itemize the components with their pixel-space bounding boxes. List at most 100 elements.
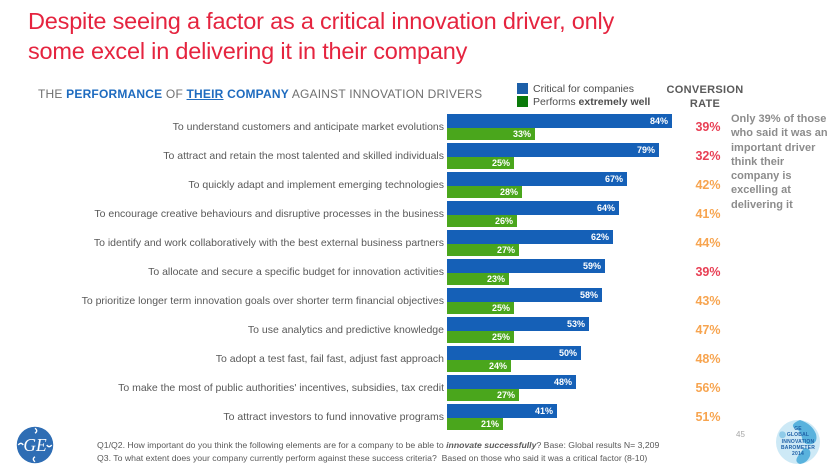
- chart-legend: Critical for companies Performs extremel…: [517, 82, 650, 108]
- bar-group: 79% 25%: [444, 142, 682, 169]
- legend-swatch-performs-icon: [517, 96, 528, 107]
- conversion-rate-value: 51%: [695, 409, 721, 424]
- bar-group: 48% 27%: [444, 374, 682, 401]
- performs-bar: 27%: [447, 388, 519, 401]
- chart-row: To prioritize longer term innovation goa…: [0, 286, 840, 315]
- chart-row: To adopt a test fast, fail fast, adjust …: [0, 344, 840, 373]
- barometer-logo: GE GLOBAL INNOVATION BAROMETER 2014: [774, 418, 822, 466]
- footnote-line1-italic: innovate successfully: [446, 440, 537, 450]
- performs-bar: 25%: [447, 301, 514, 314]
- barometer-text: GE GLOBAL INNOVATION BAROMETER 2014: [774, 426, 822, 457]
- bar-value-label: 41%: [534, 405, 553, 416]
- footnote-line1: Q1/Q2. How important do you think the fo…: [97, 439, 659, 452]
- performs-bar: 21%: [447, 417, 503, 430]
- bar-value-label: 48%: [553, 376, 572, 387]
- performs-bar: 25%: [447, 330, 514, 343]
- critical-bar: 79%: [447, 142, 659, 157]
- performs-bar: 27%: [447, 243, 519, 256]
- bar-value-label: 27%: [496, 244, 515, 255]
- category-label: To use analytics and predictive knowledg…: [247, 323, 444, 336]
- category-label: To attract investors to fund innovative …: [223, 410, 444, 423]
- conversion-rate-value: 48%: [695, 351, 721, 366]
- chart-row: To encourage creative behaviours and dis…: [0, 199, 840, 228]
- barometer-line: 2014: [792, 451, 804, 457]
- performs-bar: 33%: [447, 127, 535, 140]
- chart-subtitle: THE PERFORMANCE OF THEIR COMPANY AGAINST…: [38, 87, 482, 101]
- legend-item-performs: Performs extremely well: [517, 95, 650, 108]
- subtitle-their: THEIR: [186, 87, 224, 101]
- bar-value-label: 25%: [491, 331, 510, 342]
- bar-value-label: 33%: [512, 128, 531, 139]
- subtitle-company: COMPANY: [227, 87, 289, 101]
- critical-bar: 58%: [447, 287, 602, 302]
- critical-bar: 59%: [447, 258, 605, 273]
- legend-item-critical: Critical for companies: [517, 82, 650, 95]
- bar-value-label: 24%: [488, 360, 507, 371]
- bar-value-label: 50%: [558, 347, 577, 358]
- bar-value-label: 28%: [499, 186, 518, 197]
- conversion-header-line2: RATE: [689, 97, 721, 110]
- category-label: To identify and work collaboratively wit…: [93, 236, 444, 249]
- critical-bar: 48%: [447, 374, 576, 389]
- category-label: To prioritize longer term innovation goa…: [81, 294, 444, 307]
- critical-bar: 67%: [447, 171, 627, 186]
- chart-row: To use analytics and predictive knowledg…: [0, 315, 840, 344]
- subtitle-performance: PERFORMANCE: [66, 87, 163, 101]
- critical-bar: 64%: [447, 200, 619, 215]
- category-label: To encourage creative behaviours and dis…: [94, 207, 444, 220]
- performs-bar: 28%: [447, 185, 522, 198]
- category-label: To understand customers and anticipate m…: [172, 120, 444, 133]
- ge-logo: GE: [16, 426, 54, 464]
- bar-group: 84% 33%: [444, 113, 682, 140]
- bar-group: 62% 27%: [444, 229, 682, 256]
- bar-value-label: 23%: [486, 273, 505, 284]
- title-line-1: Despite seeing a factor as a critical in…: [28, 8, 615, 34]
- performs-bar: 26%: [447, 214, 517, 227]
- subtitle-the: THE: [38, 87, 63, 101]
- subtitle-of: OF: [165, 87, 183, 101]
- footnote: Q1/Q2. How important do you think the fo…: [97, 439, 659, 466]
- chart-row: To attract investors to fund innovative …: [0, 402, 840, 431]
- title-line-2: some excel in delivering it in their com…: [28, 38, 468, 65]
- critical-bar: 84%: [447, 113, 672, 128]
- footnote-line2: Q3. To what extent does your company cur…: [97, 453, 648, 464]
- chart-rows: To understand customers and anticipate m…: [0, 112, 840, 431]
- category-label: To adopt a test fast, fail fast, adjust …: [215, 352, 444, 365]
- chart-row: To quickly adapt and implement emerging …: [0, 170, 840, 199]
- conversion-rate-value: 39%: [695, 119, 721, 134]
- chart-row: To understand customers and anticipate m…: [0, 112, 840, 141]
- bar-value-label: 25%: [491, 302, 510, 313]
- barometer-line: GLOBAL: [786, 432, 810, 439]
- barometer-line: GE: [794, 426, 802, 432]
- conversion-rate-value: 41%: [695, 206, 721, 221]
- legend-swatch-critical-icon: [517, 83, 528, 94]
- bar-value-label: 58%: [579, 289, 598, 300]
- conversion-rate-value: 44%: [695, 235, 721, 250]
- category-label: To quickly adapt and implement emerging …: [188, 178, 444, 191]
- footnote-line1-pre: Q1/Q2. How important do you think the fo…: [97, 440, 447, 450]
- bar-value-label: 53%: [566, 318, 585, 329]
- page-title: Despite seeing a factor as a critical in…: [28, 6, 614, 66]
- subtitle-rest: AGAINST INNOVATION DRIVERS: [291, 87, 483, 101]
- barometer-line: INNOVATION: [781, 438, 815, 445]
- conversion-rate-value: 42%: [695, 177, 721, 192]
- bar-group: 64% 26%: [444, 200, 682, 227]
- performs-bar: 23%: [447, 272, 509, 285]
- globe-icon: [776, 420, 820, 464]
- chart-row: To identify and work collaboratively wit…: [0, 228, 840, 257]
- bar-group: 58% 25%: [444, 287, 682, 314]
- bar-value-label: 26%: [494, 215, 513, 226]
- bar-group: 67% 28%: [444, 171, 682, 198]
- bar-value-label: 79%: [636, 144, 655, 155]
- critical-bar: 62%: [447, 229, 613, 244]
- category-label: To attract and retain the most talented …: [163, 149, 444, 162]
- conversion-header-line1: CONVERSION: [666, 84, 744, 96]
- bar-value-label: 84%: [649, 115, 668, 126]
- critical-bar: 53%: [447, 316, 589, 331]
- category-label: To allocate and secure a specific budget…: [148, 265, 444, 278]
- bar-value-label: 21%: [480, 418, 499, 429]
- barometer-line: BAROMETER: [780, 444, 816, 451]
- bar-value-label: 25%: [491, 157, 510, 168]
- page-number: 45: [736, 430, 745, 439]
